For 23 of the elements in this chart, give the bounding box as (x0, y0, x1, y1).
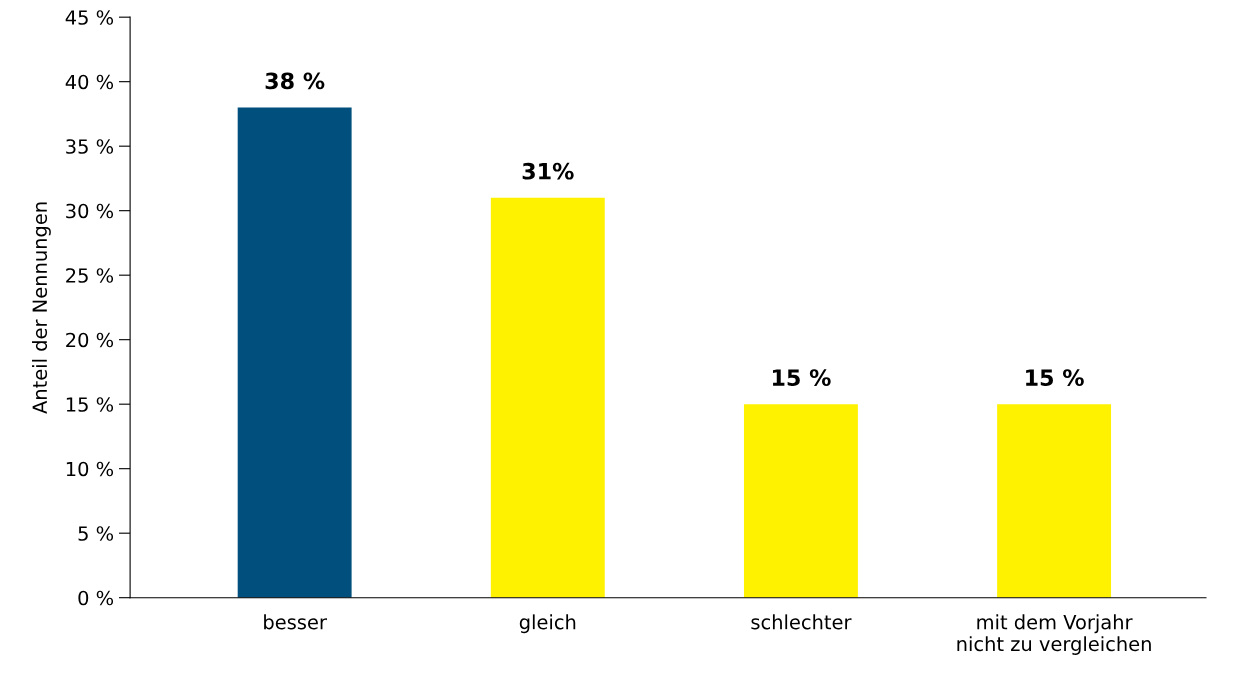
bar (997, 404, 1112, 598)
y-tick-label: 10 % (66, 461, 114, 477)
x-tick-label: mit dem Vorjahr nicht zu vergleichen (957, 614, 1151, 655)
data-label: 31% (522, 162, 574, 180)
y-tick-label: 25 % (66, 268, 114, 283)
x-tick-label: besser (264, 614, 327, 630)
data-label: 15 % (1026, 369, 1084, 386)
data-label: 15 % (772, 369, 831, 386)
y-tick-label: 45 % (65, 10, 114, 25)
x-tick-label: schlechter (751, 614, 852, 630)
y-tick-label: 35 % (66, 139, 114, 154)
bar (490, 197, 605, 598)
y-tick-label: 30 % (66, 203, 114, 219)
y-axis-title: Anteil der Nennungen (32, 202, 51, 414)
y-tick-label: 20 % (66, 332, 114, 348)
y-tick-label: 0 % (78, 590, 114, 606)
bar (237, 107, 352, 598)
data-label: 38 % (265, 72, 325, 90)
y-tick-label: 15 % (66, 397, 114, 412)
y-tick-label: 5 % (78, 526, 114, 541)
bar (743, 404, 858, 598)
x-tick-label: gleich (519, 614, 576, 634)
y-tick-label: 40 % (65, 74, 114, 90)
